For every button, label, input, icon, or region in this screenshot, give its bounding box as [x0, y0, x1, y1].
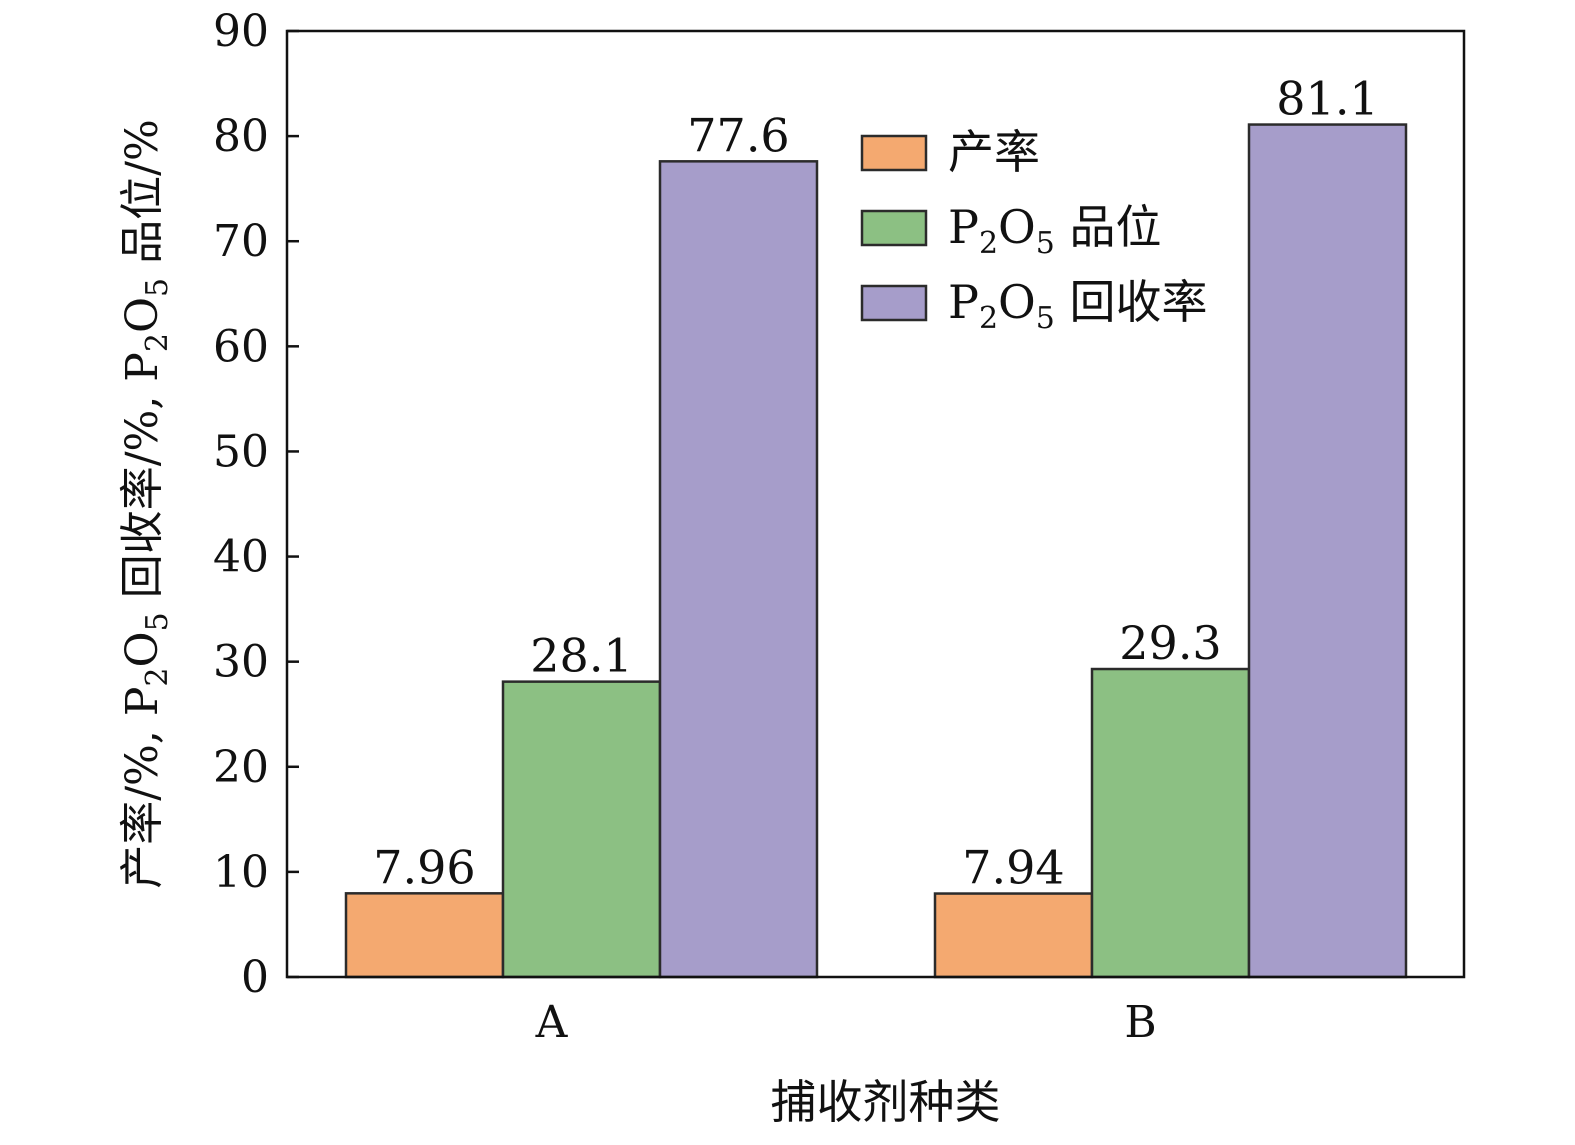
legend-label-subscript: 2 [979, 301, 998, 336]
data-label-B-series-1: 29.3 [1119, 616, 1221, 670]
x-axis-label: 捕收剂种类 [771, 1075, 1001, 1129]
y-axis-label-subscript: 5 [140, 612, 175, 631]
y-tick-label: 80 [213, 111, 269, 162]
legend-label-part: O [998, 200, 1036, 254]
y-axis-label-subscript: 2 [140, 667, 175, 686]
legend-label-part: P [948, 275, 979, 329]
legend-swatch-1 [860, 209, 928, 247]
data-label-A-series-1: 28.1 [530, 629, 632, 683]
y-axis-label-subscript: 5 [140, 278, 175, 297]
legend-label-part: 品位 [1055, 200, 1162, 254]
legend-label-0: 产率 [948, 125, 1040, 179]
legend-label-2: P2O5 回收率 [948, 275, 1207, 336]
legend-label-1: P2O5 品位 [948, 200, 1161, 261]
y-tick-label: 20 [213, 742, 269, 793]
legend-label-part: O [998, 275, 1036, 329]
legend-label-part: P [948, 200, 979, 254]
y-tick-label: 10 [213, 847, 269, 898]
y-tick-label: 30 [213, 637, 269, 688]
x-tick-label-B: B [1124, 997, 1156, 1048]
bars-layer [344, 123, 1408, 979]
data-label-B-series-0: 7.94 [962, 841, 1064, 895]
data-label-A-series-2: 77.6 [687, 108, 789, 162]
legend-swatch-2 [860, 284, 928, 322]
bar-B-series-1 [1090, 667, 1251, 979]
y-axis-label-part: 产率/%, P [117, 687, 168, 889]
y-axis-label-part: 品位/% [117, 119, 168, 278]
x-tick-label-A: A [535, 997, 569, 1048]
y-axis-label-part: 回收率/%, P [117, 352, 168, 612]
y-tick-label: 60 [213, 321, 269, 372]
bar-A-series-0 [344, 892, 505, 979]
plot-frame [285, 29, 1466, 979]
data-label-B-series-2: 81.1 [1276, 72, 1378, 126]
y-axis-label-part: O [117, 297, 168, 333]
y-tick-label: 0 [241, 952, 269, 1003]
y-axis-label-part: O [117, 631, 168, 667]
bar-B-series-2 [1247, 123, 1408, 979]
bar-A-series-1 [501, 680, 662, 979]
y-axis-label-subscript: 2 [140, 333, 175, 352]
y-axis-label: 产率/%, P2O5 回收率/%, P2O5 品位/% [117, 119, 175, 889]
data-labels-layer: 7.96 28.1 77.6 7.94 29.3 81.1 [373, 72, 1378, 895]
data-label-A-series-0: 7.96 [373, 840, 475, 894]
legend-label-subscript: 2 [979, 226, 998, 261]
y-tick-label: 70 [213, 216, 269, 267]
bar-B-series-0 [933, 892, 1094, 979]
y-tick-label: 50 [213, 426, 269, 477]
y-tick-label: 90 [213, 6, 269, 57]
legend-label-part: 回收率 [1055, 275, 1208, 329]
legend-swatch-0 [860, 134, 928, 172]
legend-label-subscript: 5 [1036, 301, 1055, 336]
legend-label-subscript: 5 [1036, 226, 1055, 261]
bar-A-series-2 [658, 160, 819, 979]
y-tick-label: 40 [213, 532, 269, 583]
